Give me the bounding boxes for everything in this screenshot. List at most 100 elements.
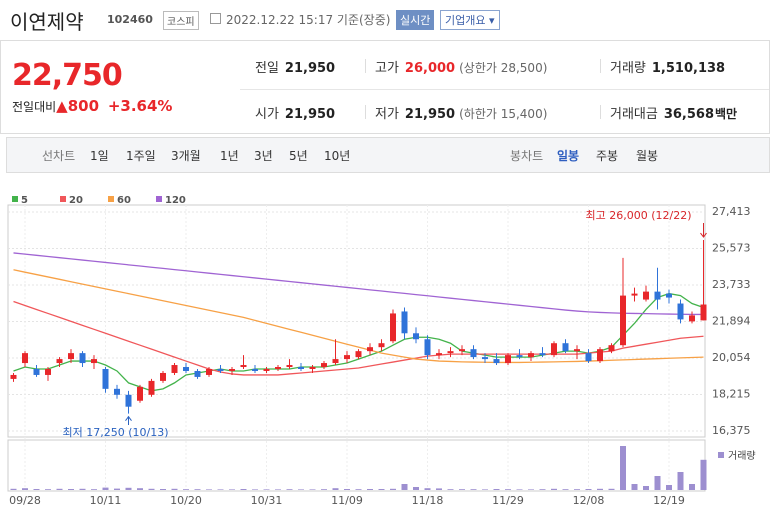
volume-bar (367, 489, 373, 490)
y-tick-label: 23,733 (712, 278, 751, 291)
summary-value: 21,950 (404, 107, 456, 122)
summary-cell: 저가 21,950 (하한가 15,400) (375, 103, 547, 122)
candle-body (436, 353, 442, 356)
x-tick-label: 12/08 (573, 494, 605, 507)
candle-body (562, 343, 569, 352)
low-annotation: 최저 17,250 (10/13) (62, 426, 168, 439)
candle-body (643, 291, 649, 300)
realtime-button[interactable]: 실시간 (396, 10, 435, 30)
candle-body (585, 353, 592, 362)
company-info-button[interactable]: 기업개요 ▾ (440, 10, 500, 30)
volume-bar (562, 489, 569, 490)
candle-body (56, 359, 63, 364)
candle-body (125, 394, 132, 407)
high-arrow (700, 223, 707, 238)
summary-value: 36,568 (663, 107, 715, 122)
summary-value: 21,950 (284, 107, 336, 122)
volume-bar (539, 489, 546, 490)
volume-bar (516, 489, 523, 490)
volume-bar (183, 489, 189, 490)
candle-body (447, 351, 454, 354)
current-price: 22,750 (12, 58, 123, 93)
summary-label: 거래대금 (610, 107, 658, 122)
candle-body (263, 368, 270, 371)
range-tab[interactable]: 3년 (254, 149, 273, 163)
range-tab[interactable]: 1일 (90, 149, 109, 163)
candle-body (574, 349, 580, 352)
period-tab[interactable]: 주봉 (596, 149, 619, 163)
y-tick-label: 16,375 (712, 424, 751, 437)
period-tab[interactable]: 일봉 (557, 149, 580, 163)
candle-body (79, 353, 86, 364)
volume-bar (137, 488, 143, 490)
volume-bar (666, 485, 672, 490)
volume-bar (574, 489, 580, 490)
candle-body (309, 367, 316, 369)
legend-swatch (156, 196, 162, 202)
candle-body (424, 339, 431, 356)
x-tick-label: 11/18 (412, 494, 444, 507)
change-label: 전일대비 (12, 100, 57, 114)
x-tick-label: 10/20 (170, 494, 202, 507)
range-tab[interactable]: 1년 (220, 149, 239, 163)
range-tab[interactable]: 10년 (324, 149, 351, 163)
range-tab[interactable]: 1주일 (126, 149, 156, 163)
legend-label: 20 (69, 195, 83, 206)
candle-body (298, 367, 304, 369)
volume-bar (160, 489, 166, 490)
candle-body (539, 353, 546, 356)
y-tick-label: 20,054 (712, 351, 751, 364)
candle-body (33, 368, 40, 375)
x-tick-label: 10/31 (251, 494, 283, 507)
range-tab[interactable]: 5년 (289, 149, 308, 163)
summary-note: (하한가 15,400) (459, 107, 548, 121)
volume-bar (447, 489, 454, 490)
volume-bar (252, 489, 258, 490)
candle-body (516, 355, 523, 358)
high-annotation: 최고 26,000 (12/22) (585, 209, 691, 222)
volume-bar (654, 476, 661, 490)
volume-bar (114, 488, 120, 490)
candle-body (102, 368, 109, 389)
candle-body (252, 368, 258, 371)
range-tab[interactable]: 3개월 (171, 149, 201, 163)
change: ▲800 (56, 97, 100, 115)
candle-body (528, 353, 534, 358)
period-tab[interactable]: 월봉 (636, 149, 659, 163)
candle-body (344, 355, 350, 360)
x-tick-label: 11/29 (492, 494, 524, 507)
x-tick-label: 11/09 (331, 494, 363, 507)
stock-code: 102460 (107, 13, 153, 26)
candle-body (321, 363, 327, 368)
candle-body (91, 359, 97, 364)
candle-body (68, 353, 74, 360)
candle-body (45, 368, 51, 375)
ma-line (13, 252, 704, 316)
volume-bar (344, 489, 350, 490)
candle-body (367, 347, 373, 352)
volume-bar (378, 489, 385, 490)
summary-note: (상한가 28,500) (459, 61, 548, 75)
summary-value: 21,950 (284, 61, 336, 76)
volume-bar (298, 489, 304, 490)
volume-bar (643, 486, 649, 490)
volume-bar (689, 484, 695, 490)
volume-bar (551, 488, 557, 490)
volume-bar (45, 489, 51, 490)
candle-body (631, 293, 638, 296)
summary-cell: 거래대금 36,568백만 (610, 103, 737, 122)
candle-body (413, 333, 419, 340)
tab-label: 봉차트 (510, 149, 544, 163)
volume-bar (321, 489, 327, 490)
volume-bar (631, 484, 638, 490)
candle-body (378, 343, 385, 348)
volume-bar (677, 472, 684, 490)
legend-swatch (108, 196, 114, 202)
candle-body (22, 353, 28, 364)
volume-bar (401, 484, 408, 490)
volume-bar (597, 488, 603, 490)
candle-body (470, 349, 477, 358)
summary-value: 26,000 (404, 61, 456, 76)
summary-unit: 백만 (715, 107, 738, 121)
